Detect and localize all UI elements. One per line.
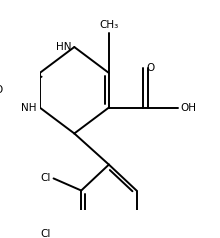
Text: Cl: Cl: [40, 229, 51, 238]
Text: NH: NH: [22, 103, 37, 113]
Text: O: O: [146, 63, 154, 73]
Text: HN: HN: [56, 42, 72, 52]
Text: OH: OH: [181, 103, 197, 113]
Text: CH₃: CH₃: [99, 20, 119, 30]
Text: O: O: [0, 85, 2, 95]
Text: Cl: Cl: [40, 174, 51, 183]
